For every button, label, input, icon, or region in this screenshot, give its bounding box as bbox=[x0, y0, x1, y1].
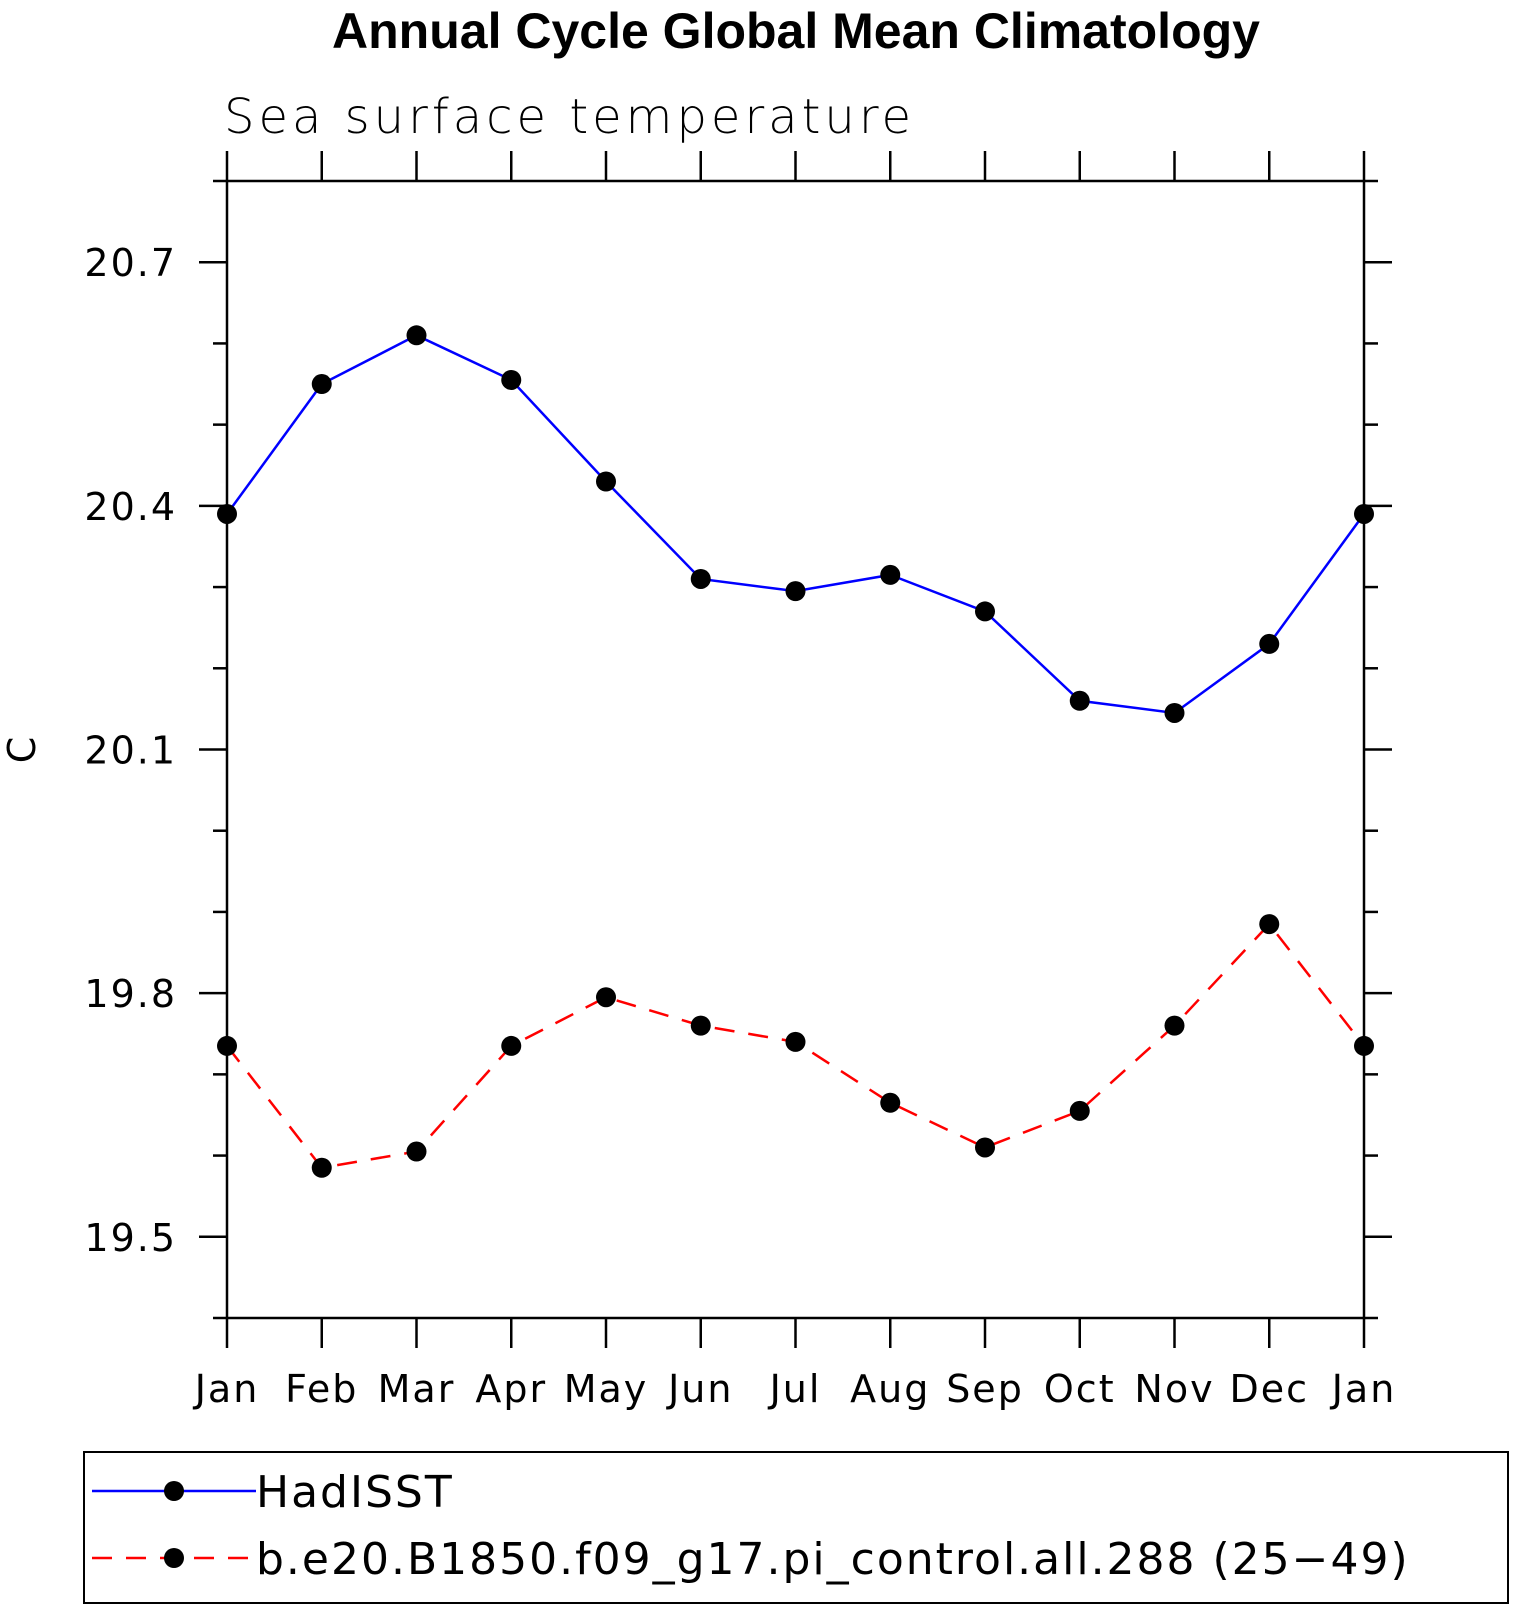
series-1-point bbox=[596, 987, 616, 1008]
x-tick-label: Apr bbox=[475, 1367, 547, 1411]
legend-label-model: b.e20.B1850.f09_g17.pi_control.all.288 (… bbox=[256, 1534, 1410, 1585]
series-0-point bbox=[975, 601, 995, 622]
y-tick-label: 19.8 bbox=[84, 972, 177, 1016]
series-1-point bbox=[1164, 1015, 1185, 1036]
series-1-point bbox=[1354, 1035, 1374, 1056]
y-tick-label: 20.7 bbox=[84, 241, 177, 285]
x-axis-tick-labels: Jan Feb Mar Apr May Jun Jul Aug Sep Oct Nov Dec Jan bbox=[193, 1367, 1397, 1411]
series-1-point bbox=[406, 1141, 427, 1162]
y-axis-tick-labels: 20.7 20.4 20.1 19.8 19.5 bbox=[84, 241, 177, 1260]
series-0-point bbox=[217, 503, 237, 524]
x-tick-label: Feb bbox=[285, 1367, 358, 1411]
y-tick-label: 20.1 bbox=[84, 729, 177, 773]
plot-frame bbox=[225, 179, 1366, 1320]
series-0-point bbox=[1259, 633, 1280, 654]
legend-marker-hadisst bbox=[164, 1481, 184, 1501]
series-0-point bbox=[501, 369, 522, 390]
legend-marker-model bbox=[164, 1548, 184, 1568]
series-0-point bbox=[690, 568, 711, 589]
legend-box bbox=[83, 1451, 1509, 1604]
series-0-point bbox=[596, 471, 616, 492]
chart-title: Annual Cycle Global Mean Climatology bbox=[332, 3, 1260, 59]
series-0-point bbox=[785, 581, 806, 602]
series-1-point bbox=[1259, 914, 1280, 935]
x-tick-label: Sep bbox=[946, 1367, 1024, 1411]
x-tick-label: Oct bbox=[1044, 1367, 1116, 1411]
series-1-point bbox=[501, 1035, 522, 1056]
x-tick-label: Jun bbox=[666, 1367, 733, 1411]
series-0-point bbox=[1164, 702, 1185, 723]
series-layer bbox=[217, 325, 1374, 1178]
series-0-point bbox=[406, 325, 427, 346]
series-1-point bbox=[1069, 1100, 1090, 1121]
x-tick-label: Jan bbox=[1330, 1367, 1397, 1411]
legend-label-hadisst: HadISST bbox=[256, 1467, 454, 1518]
series-1-point bbox=[311, 1157, 332, 1178]
series-0-point bbox=[311, 374, 332, 395]
x-tick-label: Aug bbox=[850, 1367, 930, 1411]
x-tick-label: Jan bbox=[193, 1367, 260, 1411]
x-tick-label: May bbox=[564, 1367, 649, 1411]
y-tick-label: 20.4 bbox=[84, 485, 177, 529]
series-1-point bbox=[880, 1092, 901, 1113]
legend: HadISST b.e20.B1850.f09_g17.pi_control.a… bbox=[83, 1451, 1509, 1604]
series-1-point bbox=[975, 1137, 995, 1158]
x-tick-label: Jul bbox=[768, 1367, 822, 1411]
series-line-0 bbox=[225, 333, 1366, 715]
x-tick-label: Dec bbox=[1229, 1367, 1309, 1411]
series-0-point bbox=[1354, 503, 1374, 524]
chart-subtitle: Sea surface temperature bbox=[224, 89, 915, 145]
x-tick-label: Mar bbox=[378, 1367, 456, 1411]
y-axis-ticks bbox=[199, 179, 1392, 1320]
x-tick-label: Nov bbox=[1134, 1367, 1214, 1411]
series-0-point bbox=[1069, 690, 1090, 711]
series-1-point bbox=[217, 1035, 237, 1056]
series-1-point bbox=[690, 1015, 711, 1036]
series-0-point bbox=[880, 564, 901, 585]
y-tick-label: 19.5 bbox=[84, 1216, 177, 1260]
x-axis-ticks bbox=[225, 151, 1366, 1348]
series-1-point bbox=[785, 1031, 806, 1052]
y-axis-label: C bbox=[0, 737, 44, 764]
